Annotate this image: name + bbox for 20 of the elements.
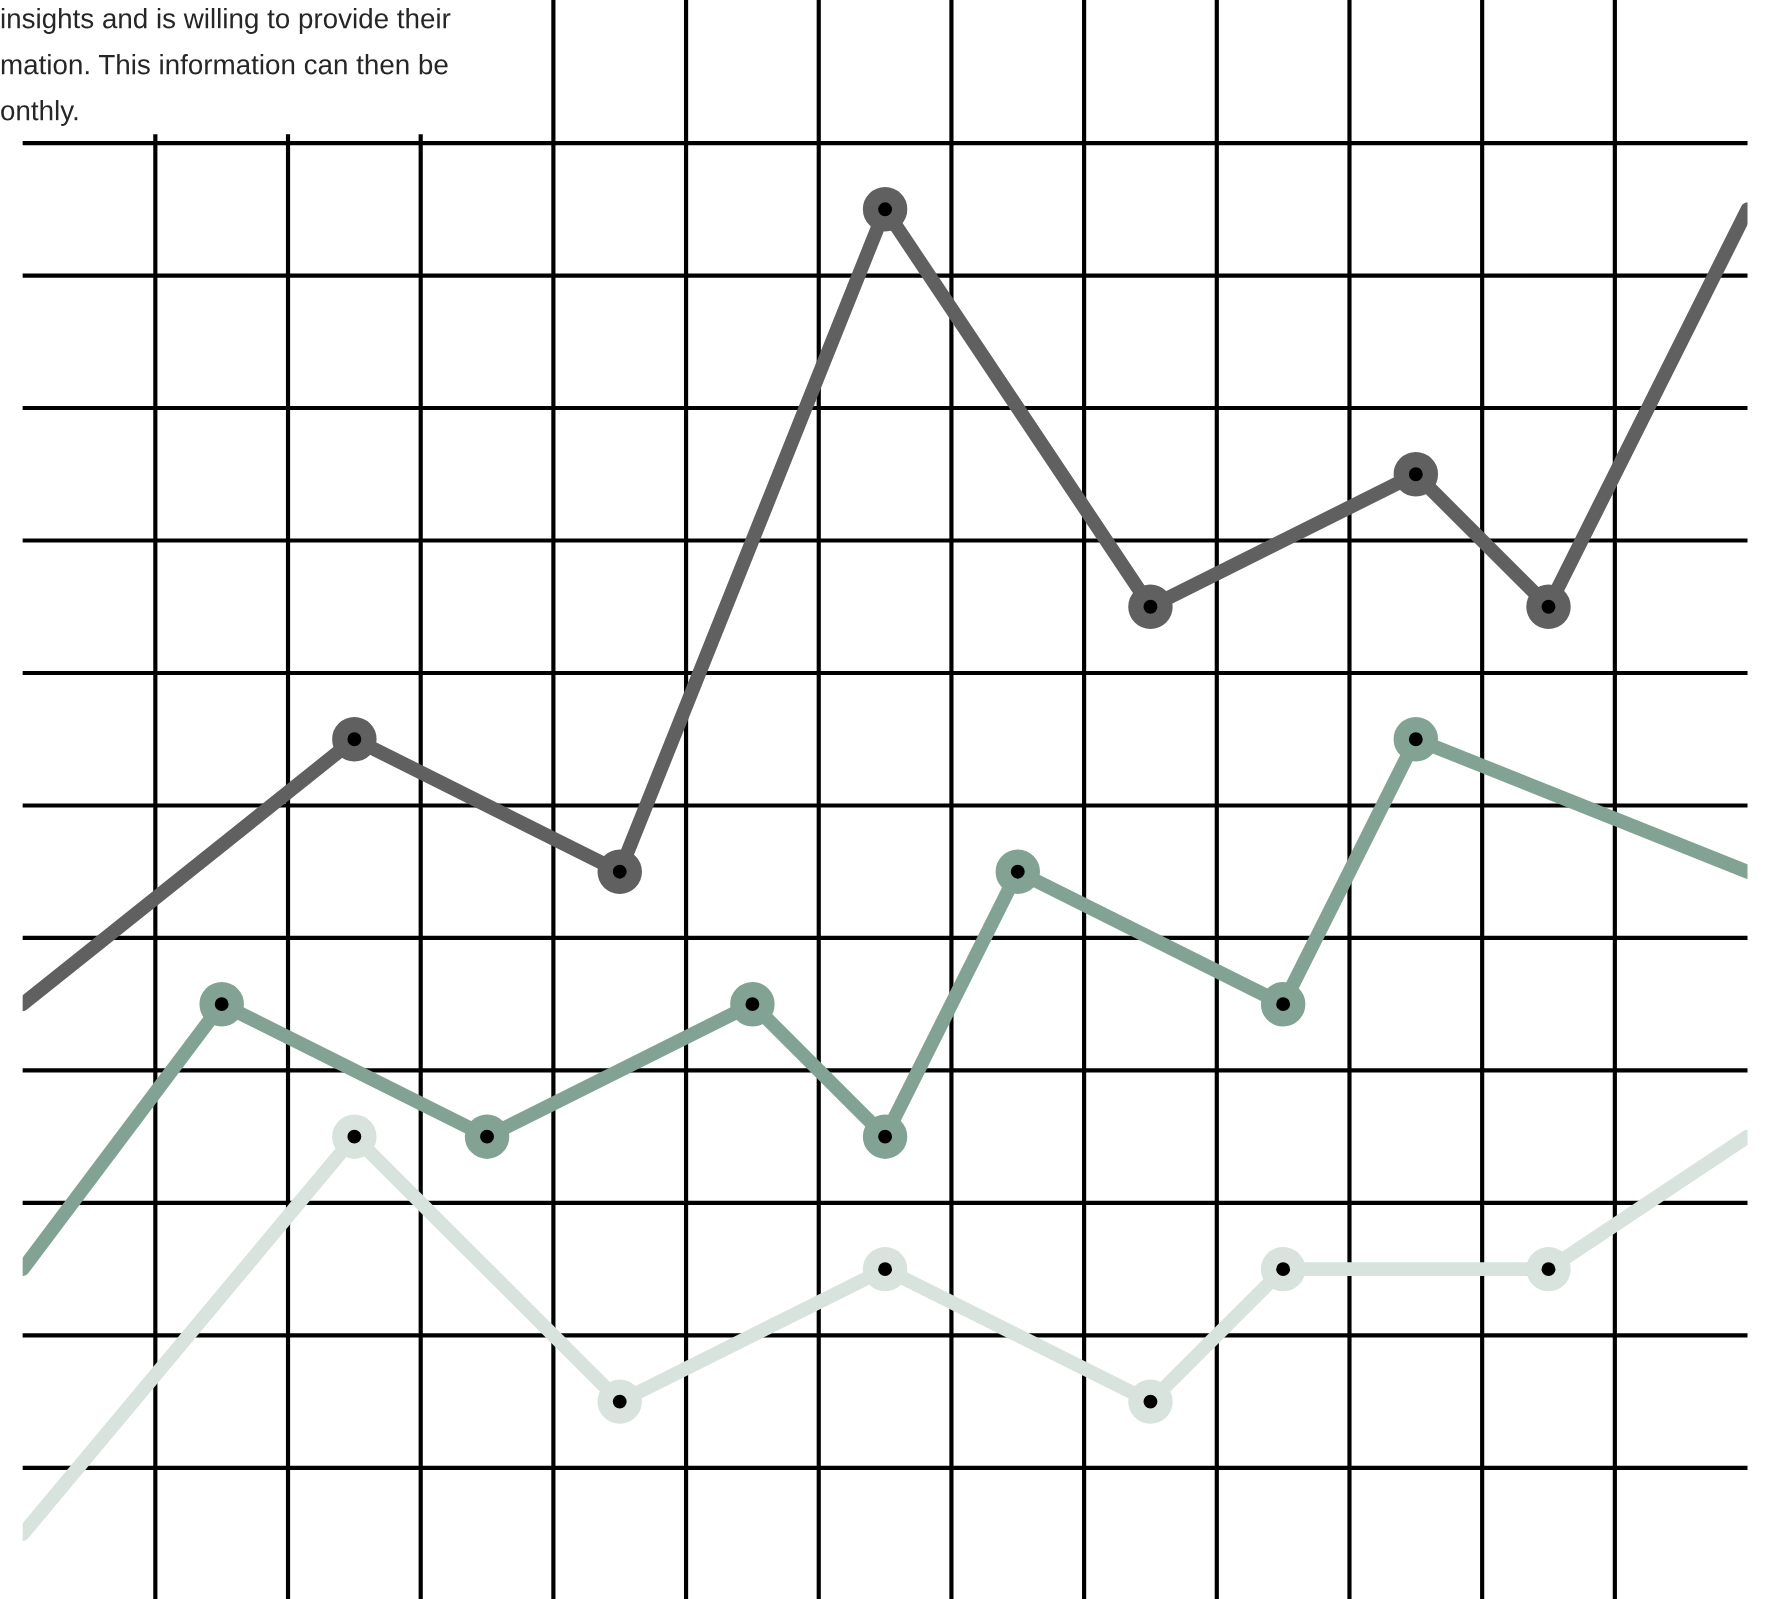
point <box>1393 452 1439 497</box>
point <box>1260 981 1306 1027</box>
point <box>332 1114 377 1159</box>
point <box>995 849 1040 894</box>
point <box>1526 1246 1571 1292</box>
point <box>597 1379 642 1424</box>
point <box>862 1114 908 1159</box>
point <box>332 717 377 762</box>
point <box>862 187 908 232</box>
point <box>1128 584 1173 629</box>
point <box>199 981 244 1027</box>
point <box>1128 1379 1173 1424</box>
point <box>1526 584 1571 629</box>
text: insights and is willing to provide their mation. This information can then be onthly. <box>1 8 451 126</box>
point <box>730 981 775 1027</box>
point <box>1393 717 1439 762</box>
point <box>464 1114 510 1159</box>
point <box>1260 1246 1306 1292</box>
point <box>597 849 642 894</box>
point <box>862 1246 908 1292</box>
